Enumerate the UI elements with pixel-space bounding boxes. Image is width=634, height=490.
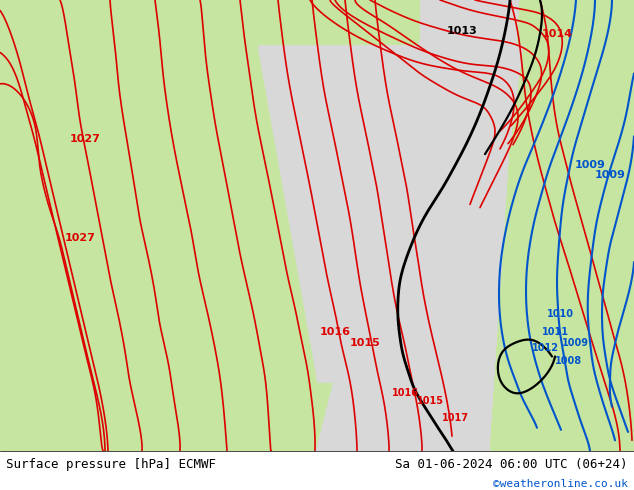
Text: 1027: 1027 [65, 233, 96, 243]
Text: 1013: 1013 [446, 25, 477, 36]
Text: 1014: 1014 [541, 29, 573, 39]
Text: 1009: 1009 [562, 338, 588, 348]
Text: Sa 01-06-2024 06:00 UTC (06+24): Sa 01-06-2024 06:00 UTC (06+24) [395, 458, 628, 471]
Text: 1011: 1011 [541, 327, 569, 338]
Text: ©weatheronline.co.uk: ©weatheronline.co.uk [493, 479, 628, 489]
Text: Surface pressure [hPa] ECMWF: Surface pressure [hPa] ECMWF [6, 458, 216, 471]
Text: 1009: 1009 [595, 170, 625, 180]
Text: 1015: 1015 [417, 395, 444, 406]
Text: 1017: 1017 [441, 414, 469, 423]
Text: 1015: 1015 [349, 338, 380, 348]
Text: 1012: 1012 [531, 343, 559, 353]
Text: 1016: 1016 [320, 327, 351, 338]
Text: 1009: 1009 [574, 160, 605, 170]
Text: 1016: 1016 [392, 388, 418, 398]
Text: 1027: 1027 [70, 134, 100, 144]
Text: 1008: 1008 [555, 356, 581, 366]
Text: 1010: 1010 [547, 309, 574, 318]
